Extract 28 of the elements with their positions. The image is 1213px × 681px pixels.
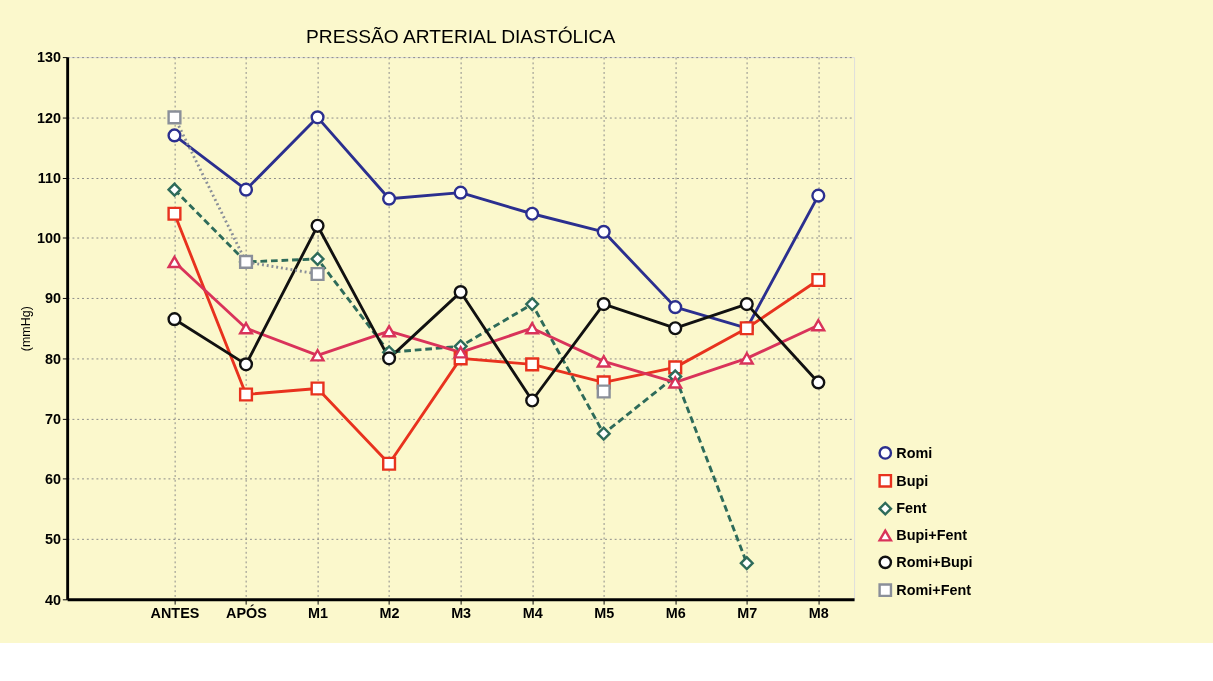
x-tick-label: ANTES bbox=[150, 605, 200, 622]
x-tick-label: M2 bbox=[379, 605, 400, 622]
legend-label: Romi+Fent bbox=[896, 582, 972, 598]
legend-label: Bupi bbox=[896, 472, 929, 489]
legend-label: Romi bbox=[896, 444, 933, 461]
x-tick-label: M7 bbox=[737, 605, 758, 622]
x-tick-label: M8 bbox=[808, 605, 829, 622]
legend-label: Bupi+Fent bbox=[896, 527, 968, 544]
y-tick-label: 40 bbox=[44, 591, 61, 608]
x-tick-label: M5 bbox=[594, 605, 615, 622]
x-tick-label: M6 bbox=[665, 605, 686, 622]
y-tick-label: 130 bbox=[36, 49, 61, 66]
y-tick-label: 110 bbox=[37, 169, 61, 186]
y-axis-title: (mmHg) bbox=[19, 306, 34, 352]
x-tick-label: APÓS bbox=[226, 604, 268, 622]
x-tick-label: M1 bbox=[308, 605, 329, 622]
y-tick-label: 80 bbox=[44, 350, 61, 367]
chart-title: PRESSÃO ARTERIAL DIASTÓLICA bbox=[306, 25, 616, 47]
legend-label: Romi+Bupi bbox=[896, 554, 973, 571]
y-tick-label: 60 bbox=[44, 471, 61, 488]
legend-label: Fent bbox=[896, 500, 927, 517]
x-tick-label: M4 bbox=[522, 605, 543, 622]
x-tick-label: M3 bbox=[451, 605, 472, 622]
y-tick-label: 120 bbox=[36, 109, 61, 126]
y-tick-label: 100 bbox=[36, 230, 61, 247]
y-tick-label: 50 bbox=[44, 531, 61, 548]
y-tick-label: 70 bbox=[44, 410, 61, 427]
y-tick-label: 90 bbox=[44, 290, 61, 307]
